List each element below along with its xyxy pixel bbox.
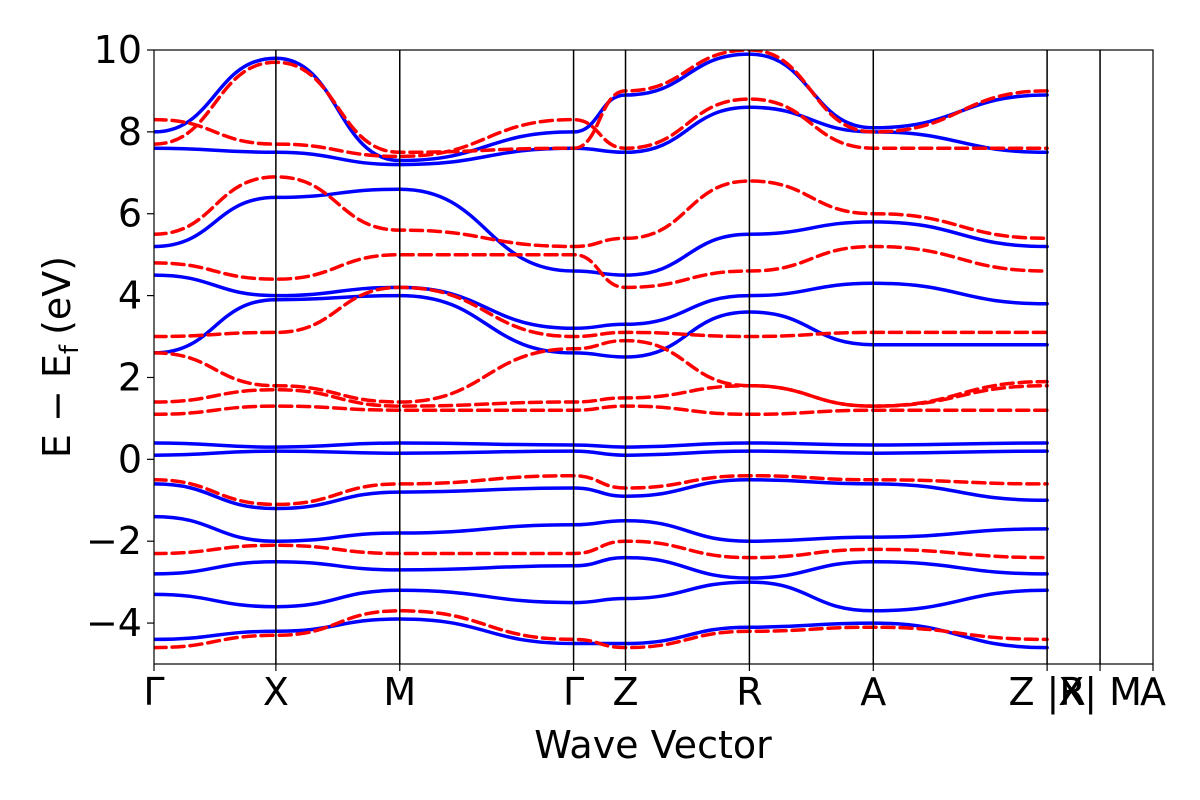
band-dashed-12 (154, 609, 1049, 650)
y-axis-label-main: E − E (35, 354, 79, 458)
plot-frame (153, 49, 1154, 665)
y-tick-label: −2 (86, 519, 142, 563)
x-axis-label: Wave Vector (534, 723, 772, 767)
x-tick-label: A (1140, 670, 1166, 714)
y-axis-label-unit: (eV) (35, 256, 79, 335)
band-solid-11 (154, 52, 1049, 163)
x-tick-label: M (383, 670, 416, 714)
y-tick-label: 10 (94, 28, 142, 72)
y-axis-label: E − Ef (eV) (35, 256, 85, 458)
y-tick-label: −4 (86, 601, 142, 645)
y-tick-label: 4 (118, 274, 142, 318)
band-dashed-17 (154, 338, 1049, 408)
band-solid-3 (154, 514, 1049, 543)
y-axis-label-subscript: f (55, 344, 85, 354)
band-dashed-15 (154, 404, 1049, 417)
x-tick-label: X| M (1058, 670, 1142, 715)
x-tick-label: X (263, 670, 289, 714)
band-solid-9 (154, 187, 1049, 277)
y-axis-ticks: −4 −2 0 2 4 6 8 10 (86, 28, 154, 645)
x-tick-label: Z |R (1008, 670, 1085, 715)
x-tick-label: A (860, 670, 886, 714)
x-tick-label: Γ (563, 670, 584, 714)
band-dashed-20 (154, 175, 1049, 249)
band-dashed-21 (154, 97, 1049, 159)
band-dashed-14 (154, 473, 1049, 507)
band-solid-8 (154, 273, 1049, 331)
y-tick-label: 6 (118, 192, 142, 236)
band-solid-2 (154, 555, 1049, 580)
band-dashed-22 (154, 50, 1049, 155)
y-tick-label: 8 (118, 110, 142, 154)
series-layer (154, 50, 1049, 650)
kpoint-lines (275, 50, 1101, 664)
band-solid-6 (154, 441, 1049, 449)
band-solid-7 (154, 293, 1049, 359)
band-dashed-19 (154, 244, 1049, 290)
band-dashed-13 (154, 539, 1049, 560)
x-tick-label: R (736, 670, 762, 714)
x-tick-label: Γ (143, 670, 164, 714)
band-solid-1 (154, 580, 1049, 613)
band-solid-5 (154, 449, 1049, 457)
y-tick-label: 2 (118, 355, 142, 399)
y-tick-label: 0 (118, 437, 142, 481)
x-tick-label: Z (613, 670, 639, 714)
